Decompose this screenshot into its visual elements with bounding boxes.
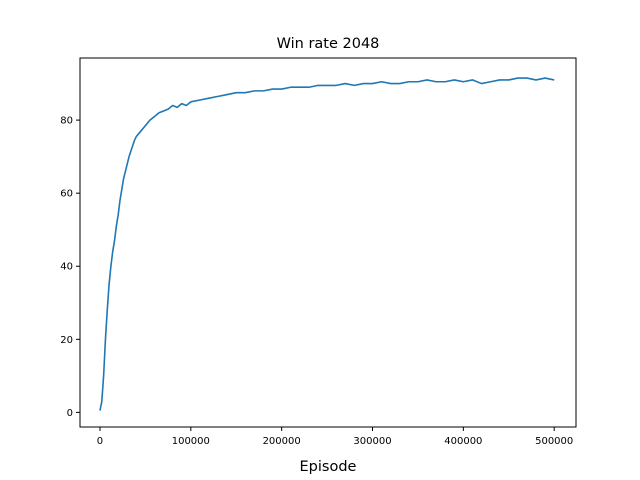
x-tick-label: 500000 xyxy=(535,436,573,447)
y-tick-label: 40 xyxy=(60,262,73,273)
x-axis-label: Episode xyxy=(300,459,357,475)
y-tick-label: 60 xyxy=(60,189,73,200)
series-line xyxy=(99,77,555,411)
axis-ticks: 0 100000 200000 300000 400000 500000 0 20 40 60 80 xyxy=(60,116,573,447)
x-tick-label: 0 xyxy=(97,436,103,447)
x-tick-label: 100000 xyxy=(172,436,210,447)
x-tick-label: 200000 xyxy=(263,436,301,447)
x-tick-label: 400000 xyxy=(444,436,482,447)
plot-area-frame xyxy=(79,57,577,428)
y-tick-label: 20 xyxy=(60,335,73,346)
chart-title: Win rate 2048 xyxy=(277,36,380,52)
series-group xyxy=(99,77,555,411)
x-tick-label: 300000 xyxy=(353,436,391,447)
y-tick-label: 80 xyxy=(60,116,73,127)
y-tick-label: 0 xyxy=(67,408,73,419)
